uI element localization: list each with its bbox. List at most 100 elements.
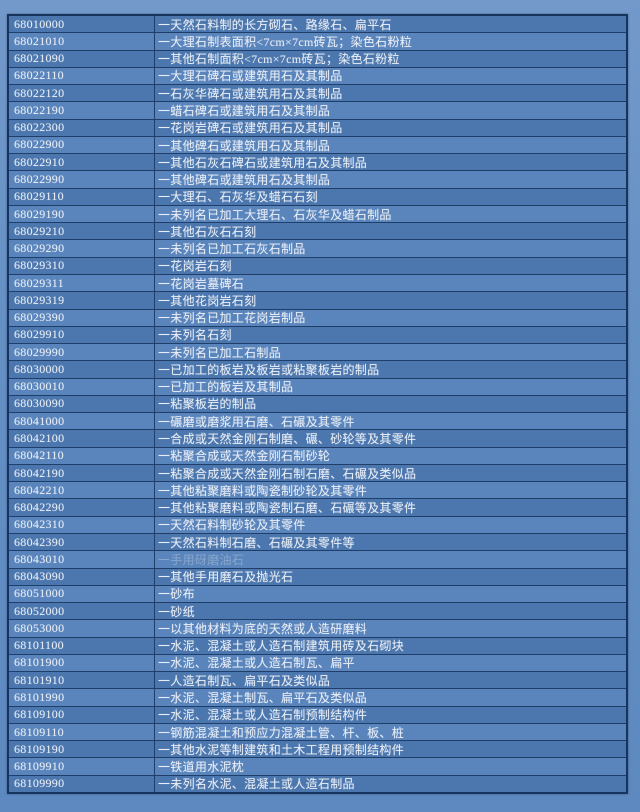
table-row: 68101100 一水泥、混凝土或人造石制建筑用砖及石砌块 <box>9 637 626 655</box>
description-cell: 一水泥、混凝土制瓦、扁平石及类似品 <box>158 691 368 705</box>
table-row: 68022120 一石灰华碑石或建筑用石及其制品 <box>9 85 626 103</box>
table-row: 68021010 一大理石制表面积<7cm×7cm砖瓦；染色石粉粒 <box>9 33 626 51</box>
description-cell: 一未列名已加工石制品 <box>158 345 282 360</box>
hs-code-cell: 68029910 <box>9 326 155 344</box>
hs-code-cell: 68042210 <box>9 482 155 499</box>
table-row: 68042110 一粘聚合成或天然金刚石制砂轮 <box>9 447 626 465</box>
hs-code-cell: 68029311 <box>9 274 155 292</box>
description-cell: 一其他碑石或建筑用石及其制品 <box>158 173 331 188</box>
table-row: 68043090 一其他手用磨石及抛光石 <box>9 568 626 586</box>
description-cell: 一未列名石刻 <box>158 328 232 343</box>
table-row: 68042310 一天然石料制砂轮及其零件 <box>9 516 626 534</box>
hs-code-cell: 68042110 <box>9 447 155 464</box>
description-cell: 一水泥、混凝土或人造石制建筑用砖及石砌块 <box>158 639 405 654</box>
hs-code-cell: 68109100 <box>9 706 155 723</box>
table-row: 68022990 一其他碑石或建筑用石及其制品 <box>9 171 626 189</box>
description-cell: 一人造石制瓦、扁平石及类似品 <box>158 673 331 688</box>
hs-code-cell: 68030010 <box>9 378 155 395</box>
table-row: 68052000 一砂纸 <box>9 603 626 621</box>
table-row: 68022300 一花岗岩碑石或建筑用石及其制品 <box>9 119 626 137</box>
description-cell: 一其他粘聚磨料或陶瓷制石磨、石碾等及其零件 <box>158 501 417 516</box>
description-cell: 一钢筋混凝土和预应力混凝土管、杆、板、桩 <box>158 725 405 740</box>
table-row: 68042100 一合成或天然金刚石制磨、碾、砂轮等及其零件 <box>9 430 626 448</box>
table-row: 68041000 一碾磨或磨浆用石磨、石碾及其零件 <box>9 413 626 431</box>
table-row: 68042290 一其他粘聚磨料或陶瓷制石磨、石碾等及其零件 <box>9 499 626 517</box>
table-row: 68030010 一已加工的板岩及其制品 <box>9 378 626 396</box>
hs-code-cell: 68052000 <box>9 603 155 620</box>
description-cell: 一其他粘聚磨料或陶瓷制砂轮及其零件 <box>158 483 368 498</box>
hs-code-cell: 68022120 <box>9 85 155 102</box>
hs-code-cell: 68022990 <box>9 171 155 188</box>
table-row: 68053000 一以其他材料为底的天然或人造研磨料 <box>9 620 626 638</box>
hs-code-cell: 68029990 <box>9 344 155 361</box>
table-row: 68029319 一其他花岗岩石刻 <box>9 292 626 310</box>
table-row: 68043010 一手用砑磨油石 <box>9 551 626 569</box>
hs-code-cell: 68022110 <box>9 67 155 85</box>
description-cell: 一石灰华碑石或建筑用石及其制品 <box>158 86 343 101</box>
description-cell: 一铁道用水泥枕 <box>158 760 245 775</box>
hs-code-cell: 68109990 <box>9 775 155 792</box>
description-cell: 一手用砑磨油石 <box>158 552 245 567</box>
hs-code-table: 68010000 一天然石料制的长方砌石、路缘石、扁平石 68021010 一大理石制… <box>7 14 628 794</box>
hs-code-cell: 68109910 <box>9 758 155 775</box>
table-row: 68051000 一砂布 <box>9 585 626 604</box>
description-cell: 一已加工的板岩及其制品 <box>158 380 294 395</box>
description-cell: 一合成或天然金刚石制磨、碾、砂轮等及其零件 <box>158 432 417 447</box>
description-cell: 一以其他材料为底的天然或人造研磨料 <box>158 621 368 636</box>
description-cell: 一粘聚合成或天然金刚石制石磨、石碾及类似品 <box>158 466 417 481</box>
table-row: 68029310 一花岗岩石刻 <box>9 257 626 275</box>
table-row: 68029290 一未列名已加工石灰石制品 <box>9 240 626 258</box>
description-cell: 一花岗岩石刻 <box>158 259 232 274</box>
table-row: 68022900 一其他碑石或建筑用石及其制品 <box>9 136 626 155</box>
table-row: 68029190 一未列名已加工大理石、石灰华及蜡石制品 <box>9 205 626 224</box>
description-cell: 一其他碑石或建筑用石及其制品 <box>158 138 331 153</box>
hs-code-cell: 68109110 <box>9 723 155 741</box>
hs-code-cell: 68043010 <box>9 551 155 568</box>
hs-code-cell: 68042190 <box>9 464 155 482</box>
hs-code-cell: 68029290 <box>9 240 155 257</box>
table-row: 68109910 一铁道用水泥枕 <box>9 758 626 776</box>
hs-code-cell: 68029210 <box>9 223 155 240</box>
hs-code-cell: 68043090 <box>9 568 155 585</box>
table-row: 68042190 一粘聚合成或天然金刚石制石磨、石碾及类似品 <box>9 464 626 483</box>
description-cell: 一其他花岗岩石刻 <box>158 293 257 308</box>
description-cell: 一砂纸 <box>158 604 195 619</box>
table-row: 68029311 一花岗岩墓碑石 <box>9 274 626 293</box>
description-cell: 一蜡石碑石或建筑用石及其制品 <box>158 103 331 118</box>
table-row: 68022910 一其他石灰石碑石或建筑用石及其制品 <box>9 154 626 172</box>
hs-code-cell: 68030090 <box>9 395 155 413</box>
table-row: 68022110 一大理石碑石或建筑用石及其制品 <box>9 67 626 86</box>
hs-code-cell: 68021010 <box>9 33 155 50</box>
hs-code-cell: 68029390 <box>9 309 155 326</box>
description-cell: 一花岗岩墓碑石 <box>158 276 245 291</box>
description-cell: 一其他石制面积<7cm×7cm砖瓦；染色石粉粒 <box>158 52 400 67</box>
hs-code-cell: 68029319 <box>9 292 155 309</box>
table-row: 68101910 一人造石制瓦、扁平石及类似品 <box>9 672 626 690</box>
description-cell: 一已加工的板岩及板岩或粘聚板岩的制品 <box>158 362 380 377</box>
description-cell: 一粘聚合成或天然金刚石制砂轮 <box>158 449 331 464</box>
hs-code-cell: 68042310 <box>9 516 155 533</box>
hs-code-cell: 68022190 <box>9 102 155 119</box>
table-row: 68101990 一水泥、混凝土制瓦、扁平石及类似品 <box>9 689 626 707</box>
table-row: 68029210 一其他石灰石石刻 <box>9 223 626 241</box>
hs-code-cell: 68029190 <box>9 205 155 223</box>
table-row: 68042390 一天然石料制石磨、石碾及其零件等 <box>9 533 626 552</box>
table-row: 68029910 一未列名石刻 <box>9 326 626 345</box>
table-row: 68101900 一水泥、混凝土或人造石制瓦、扁平 <box>9 654 626 673</box>
hs-code-cell: 68010000 <box>9 16 155 33</box>
table-row: 68030000 一已加工的板岩及板岩或粘聚板岩的制品 <box>9 361 626 379</box>
hs-code-cell: 68053000 <box>9 620 155 637</box>
description-cell: 一粘聚板岩的制品 <box>158 397 257 412</box>
description-cell: 一其他石灰石碑石或建筑用石及其制品 <box>158 155 368 170</box>
description-cell: 一砂布 <box>158 587 195 602</box>
table-row: 68021090 一其他石制面积<7cm×7cm砖瓦；染色石粉粒 <box>9 50 626 68</box>
table-row: 68010000 一天然石料制的长方砌石、路缘石、扁平石 <box>9 16 626 34</box>
hs-code-cell: 68042100 <box>9 430 155 447</box>
table-row: 68029110 一大理石、石灰华及蜡石石刻 <box>9 188 626 206</box>
hs-code-cell: 68051000 <box>9 585 155 603</box>
description-cell: 一其他石灰石石刻 <box>158 224 257 239</box>
description-cell: 一水泥、混凝土或人造石制瓦、扁平 <box>158 656 355 671</box>
description-cell: 一水泥、混凝土或人造石制预制结构件 <box>158 708 368 723</box>
hs-code-cell: 68029310 <box>9 257 155 274</box>
description-cell: 一天然石料制的长方砌石、路缘石、扁平石 <box>158 17 392 32</box>
